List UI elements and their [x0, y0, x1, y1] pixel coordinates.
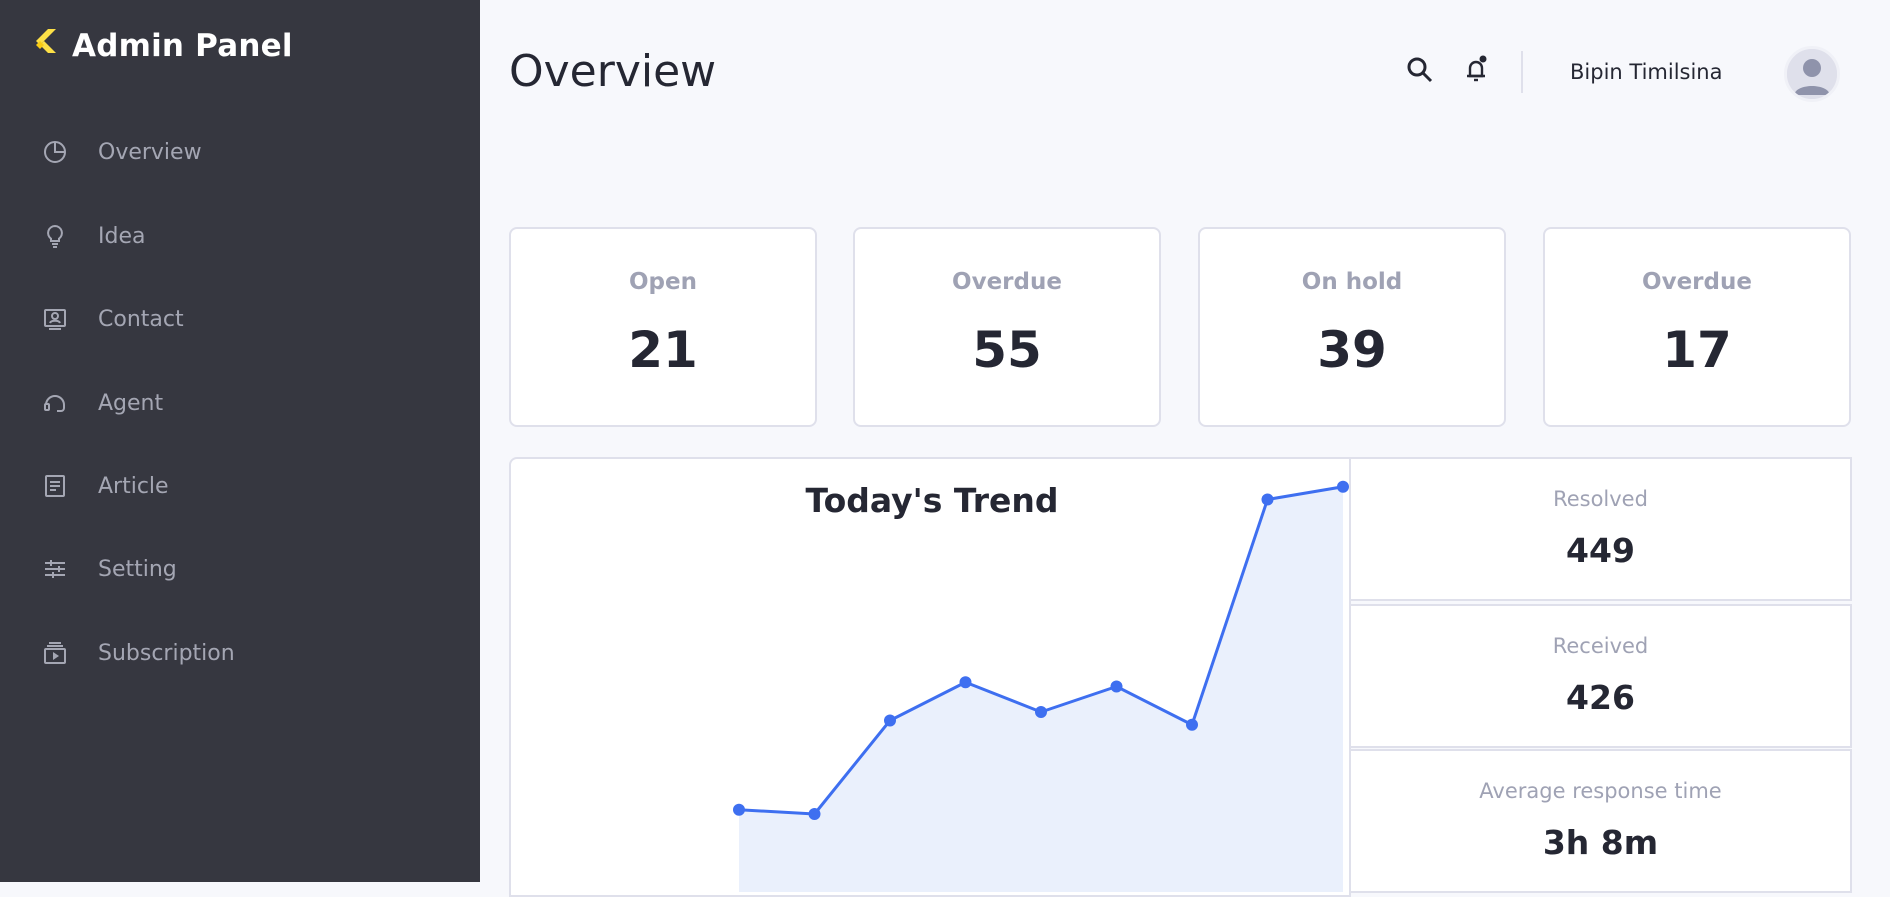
side-stat-label: Resolved — [1553, 487, 1648, 511]
trend-point-2[interactable] — [808, 808, 821, 820]
trend-point-5[interactable] — [1035, 706, 1047, 718]
side-stat-value: 426 — [1566, 678, 1635, 717]
side-stat-value: 3h 8m — [1542, 823, 1659, 862]
article-icon — [40, 471, 70, 501]
stat-value: 55 — [972, 321, 1042, 379]
sidebar-item-label: Agent — [98, 390, 164, 416]
subscription-icon — [40, 638, 70, 668]
trend-title: Today's Trend — [805, 481, 1059, 520]
header-divider — [1521, 51, 1523, 93]
avatar[interactable] — [1784, 46, 1840, 102]
sidebar-item-setting[interactable]: Setting — [40, 549, 177, 589]
stat-card-open[interactable]: Open 21 — [509, 227, 817, 427]
lightbulb-icon — [40, 221, 70, 251]
sidebar-item-contact[interactable]: Contact — [40, 299, 184, 339]
search-icon[interactable] — [1404, 54, 1436, 86]
sidebar-item-article[interactable]: Article — [40, 466, 169, 506]
trend-point-8[interactable] — [1261, 493, 1274, 506]
trend-point-4[interactable] — [959, 676, 972, 689]
stat-value: 17 — [1662, 321, 1732, 379]
stat-label: Open — [629, 269, 697, 295]
app-title: Admin Panel — [72, 28, 293, 64]
page-title: Overview — [509, 46, 717, 97]
sidebar-item-label: Article — [98, 473, 169, 499]
contact-card-icon — [40, 304, 70, 334]
trend-area — [739, 486, 1343, 892]
stat-label: Overdue — [1642, 269, 1752, 295]
stat-card-on-hold[interactable]: On hold 39 — [1198, 227, 1506, 427]
stat-value: 21 — [628, 321, 698, 379]
trend-point-3[interactable] — [884, 714, 896, 727]
trend-point-9[interactable] — [1337, 480, 1349, 493]
sliders-icon — [40, 554, 70, 584]
stat-card-overdue-2[interactable]: Overdue 17 — [1543, 227, 1851, 427]
trend-point-7[interactable] — [1186, 718, 1198, 731]
brand[interactable]: Admin Panel — [30, 26, 293, 66]
pie-chart-icon — [40, 137, 70, 167]
side-stat-resolved: Resolved 449 — [1349, 457, 1852, 601]
notification-bell-icon[interactable] — [1460, 53, 1492, 85]
sidebar-item-label: Subscription — [98, 640, 235, 666]
headset-icon — [40, 388, 70, 418]
trend-chart — [733, 480, 1349, 892]
stat-label: Overdue — [952, 269, 1062, 295]
sidebar-item-label: Contact — [98, 306, 184, 332]
side-stat-value: 449 — [1566, 531, 1635, 570]
stat-label: On hold — [1301, 269, 1403, 295]
user-name[interactable]: Bipin Timilsina — [1570, 60, 1723, 84]
sidebar-item-label: Setting — [98, 556, 177, 582]
trend-point-1[interactable] — [733, 803, 745, 816]
sidebar-item-subscription[interactable]: Subscription — [40, 633, 235, 673]
sidebar: Admin Panel Overview Idea Contact Agent … — [0, 0, 480, 882]
side-stat-received: Received 426 — [1349, 604, 1852, 748]
side-stat-label: Average response time — [1479, 779, 1722, 803]
sidebar-item-label: Idea — [98, 223, 146, 249]
sidebar-item-overview[interactable]: Overview — [40, 132, 202, 172]
flutter-logo-icon — [30, 27, 58, 65]
side-stat-average-response-time: Average response time 3h 8m — [1349, 749, 1852, 893]
sidebar-item-idea[interactable]: Idea — [40, 216, 145, 256]
side-stat-label: Received — [1552, 634, 1649, 658]
stat-value: 39 — [1317, 321, 1387, 379]
trend-point-6[interactable] — [1110, 680, 1123, 693]
stat-card-overdue[interactable]: Overdue 55 — [853, 227, 1161, 427]
sidebar-item-agent[interactable]: Agent — [40, 383, 163, 423]
sidebar-item-label: Overview — [98, 139, 202, 165]
